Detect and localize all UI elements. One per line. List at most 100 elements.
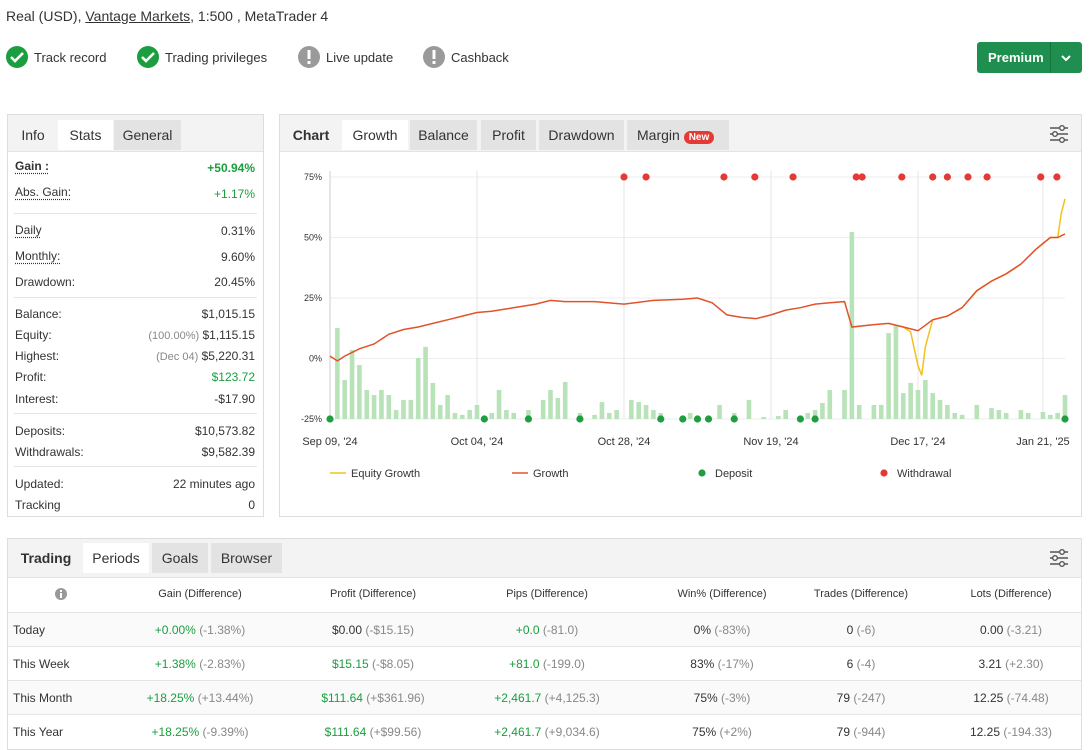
cell-diff: (-944) [853, 725, 886, 739]
tab[interactable]: Balance [410, 120, 477, 150]
marker [789, 173, 797, 181]
table-cell: +0.0 (-81.0) [516, 623, 578, 637]
tab[interactable]: General [114, 120, 181, 150]
cell-value: +81.0 [509, 657, 540, 671]
marker [751, 173, 759, 181]
bar [467, 410, 472, 419]
premium-button[interactable]: Premium [977, 42, 1082, 73]
y-tick-label: 0% [309, 354, 322, 364]
tab[interactable]: Drawdown [539, 120, 624, 150]
bar [1055, 412, 1060, 419]
cell-diff: (-6) [856, 623, 876, 637]
bar [460, 414, 465, 419]
bar [1018, 410, 1024, 419]
settings-icon[interactable] [1048, 547, 1070, 569]
stat-label: Highest: [15, 349, 60, 363]
marker [929, 173, 937, 181]
tab[interactable]: Stats [58, 120, 113, 150]
broker-link[interactable]: Vantage Markets [85, 8, 191, 24]
cell-value: +1.38% [154, 657, 196, 671]
cell-value: $111.64 [321, 691, 363, 705]
table-cell: $15.15 (-$8.05) [332, 657, 414, 671]
marker [852, 173, 860, 181]
cell-diff: (-3%) [721, 691, 751, 705]
stat-label: Drawdown: [15, 275, 76, 289]
badge: Trading privileges [165, 50, 268, 65]
tab[interactable]: Growth [342, 120, 408, 150]
bar [776, 416, 781, 419]
line [888, 198, 1066, 376]
cell-diff: (+2.30) [1005, 657, 1044, 671]
stat-value: $9,582.39 [201, 445, 255, 459]
check-icon [137, 46, 159, 68]
bar [401, 399, 406, 419]
tab[interactable]: Margin New [627, 120, 729, 150]
stat-label: Abs. Gain: [15, 185, 72, 199]
stat-label: Gain : [15, 159, 50, 173]
table-row: This Year +18.25% (-9.39%) $111.64 (+$99.5… [8, 714, 1081, 748]
bar [842, 389, 847, 419]
table-cell: 6 (-4) [847, 657, 876, 671]
cell-value: $15.15 [331, 657, 369, 671]
bar [562, 381, 568, 419]
settings-icon[interactable] [1048, 123, 1070, 145]
marker [576, 415, 584, 423]
cell-diff: (-4) [856, 657, 876, 671]
tab-title: Trading [20, 550, 72, 566]
table-cell: 0 (-6) [847, 623, 876, 637]
table-cell: +2,461.7 (+4,125.3) [494, 691, 599, 705]
stat-label: Withdrawals: [15, 445, 84, 459]
bar [746, 399, 752, 419]
cell-value: 3.21 [978, 657, 1002, 671]
marker [326, 415, 334, 423]
bar [989, 408, 994, 419]
cell-value: +18.25% [151, 725, 200, 739]
tab[interactable]: Profit [481, 120, 536, 150]
legend-label: Withdrawal [897, 468, 951, 480]
tab[interactable]: Info [9, 120, 57, 150]
bar [437, 404, 443, 419]
bar [592, 414, 597, 419]
table-cell: +18.25% (+13.44%) [147, 691, 254, 705]
new-badge: New [683, 131, 715, 144]
cell-diff: (-17%) [717, 657, 754, 671]
table-cell: 3.21 (+2.30) [978, 657, 1043, 671]
stat-label: Tracking [15, 498, 61, 512]
tab[interactable]: Browser [211, 543, 282, 573]
cell-diff: (-3.21) [1006, 623, 1043, 637]
bar [1025, 412, 1031, 419]
tab[interactable]: Goals [152, 543, 208, 573]
bar [548, 389, 553, 419]
bar [783, 410, 788, 419]
marker [858, 173, 866, 181]
stat-value: 9.60% [220, 250, 255, 264]
table-cell: 12.25 (-74.48) [973, 691, 1048, 705]
cell-diff: (-$15.15) [365, 623, 415, 637]
stat-label: Updated: [15, 477, 64, 491]
marker [1061, 415, 1069, 423]
bar [937, 399, 943, 419]
tab[interactable]: Periods [83, 543, 149, 573]
legend-swatch [880, 469, 888, 477]
account: Real (USD), [6, 8, 82, 24]
stat-value: 0 [248, 498, 255, 512]
bar [878, 404, 884, 419]
bar [827, 389, 833, 419]
table-cell: 12.25 (-194.33) [970, 725, 1052, 739]
marker [730, 415, 738, 423]
cell-diff: (-194.33) [1003, 725, 1053, 739]
bar [996, 410, 1002, 419]
marker [898, 173, 906, 181]
marker [811, 415, 819, 423]
stat-value: (100.00%) $1,115.15 [148, 328, 255, 342]
marker [1037, 173, 1045, 181]
x-tick-label: Oct 04, '24 [451, 436, 504, 448]
stat-label: Equity: [15, 328, 52, 342]
marker [720, 173, 728, 181]
stat-label: Deposits: [15, 424, 66, 438]
column-header: Profit (Difference) [330, 588, 416, 600]
marker [964, 173, 972, 181]
info-icon[interactable] [54, 587, 68, 601]
bar [496, 389, 502, 419]
table-cell: 83% (-17%) [690, 657, 753, 671]
